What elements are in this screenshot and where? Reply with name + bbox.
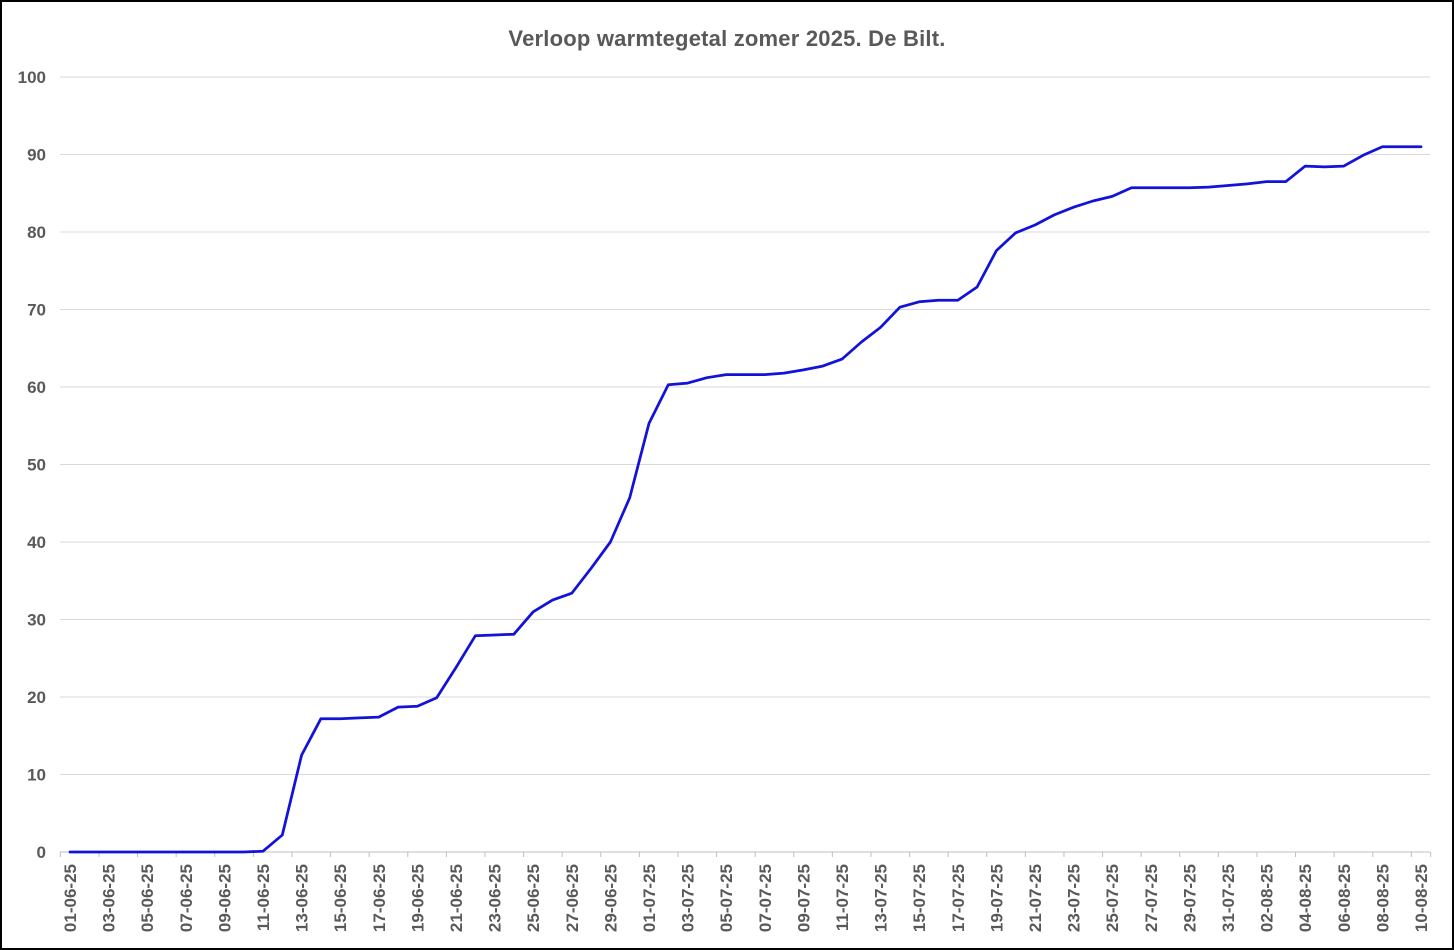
y-axis-tick-label: 60 bbox=[27, 378, 46, 397]
x-axis-tick-label: 07-07-25 bbox=[756, 864, 775, 932]
x-axis-tick-label: 25-07-25 bbox=[1103, 864, 1122, 932]
x-axis-tick-label: 27-07-25 bbox=[1142, 864, 1161, 932]
x-axis-tick-label: 05-07-25 bbox=[717, 864, 736, 932]
x-axis-tick-label: 15-06-25 bbox=[331, 864, 350, 932]
x-axis-tick-label: 17-06-25 bbox=[370, 864, 389, 932]
x-axis-tick-label: 05-06-25 bbox=[138, 864, 157, 932]
x-axis-tick-label: 03-07-25 bbox=[679, 864, 698, 932]
x-axis-tick-label: 06-08-25 bbox=[1335, 864, 1354, 932]
x-axis-tick-label: 13-07-25 bbox=[872, 864, 891, 932]
x-axis-tick-label: 11-06-25 bbox=[254, 864, 273, 931]
x-axis-tick-label: 29-06-25 bbox=[601, 864, 620, 932]
x-axis-tick-label: 21-07-25 bbox=[1026, 864, 1045, 932]
x-axis-tick-label: 13-06-25 bbox=[293, 864, 312, 932]
x-axis-tick-label: 25-06-25 bbox=[524, 864, 543, 932]
x-axis-tick-label: 03-06-25 bbox=[100, 864, 119, 932]
y-axis-tick-label: 10 bbox=[27, 766, 46, 785]
y-axis-tick-label: 30 bbox=[27, 611, 46, 630]
x-axis-tick-label: 01-07-25 bbox=[640, 864, 659, 932]
x-axis-tick-label: 19-06-25 bbox=[408, 864, 427, 932]
x-axis-tick-label: 09-07-25 bbox=[794, 864, 813, 932]
data-series-line bbox=[68, 145, 1423, 854]
chart-title: Verloop warmtegetal zomer 2025. De Bilt. bbox=[508, 26, 946, 51]
y-axis-tick-label: 0 bbox=[37, 843, 46, 862]
x-axis-tick-label: 02-08-25 bbox=[1258, 864, 1277, 932]
x-axis-tick-label: 31-07-25 bbox=[1219, 864, 1238, 932]
y-axis-tick-label: 40 bbox=[27, 533, 46, 552]
x-axis-tick-label: 09-06-25 bbox=[215, 864, 234, 932]
x-axis-tick-label: 23-06-25 bbox=[486, 864, 505, 932]
x-axis-tick-label: 08-08-25 bbox=[1373, 864, 1392, 932]
x-axis-tick-label: 17-07-25 bbox=[949, 864, 968, 932]
x-axis-tick-label: 21-06-25 bbox=[447, 864, 466, 932]
x-axis-tick-label: 04-08-25 bbox=[1296, 864, 1315, 932]
x-axis-tick-label: 11-07-25 bbox=[833, 864, 852, 931]
y-axis-tick-label: 70 bbox=[27, 301, 46, 320]
y-axis-tick-label: 90 bbox=[27, 146, 46, 165]
x-axis-tick-label: 10-08-25 bbox=[1412, 864, 1431, 932]
x-axis-tick-label: 19-07-25 bbox=[987, 864, 1006, 932]
x-axis-tick-label: 15-07-25 bbox=[910, 864, 929, 932]
y-axis-tick-label: 20 bbox=[27, 688, 46, 707]
x-axis-tick-label: 07-06-25 bbox=[177, 864, 196, 932]
x-axis-tick-label: 01-06-25 bbox=[61, 864, 80, 932]
y-axis-tick-label: 50 bbox=[27, 456, 46, 475]
y-axis-tick-label: 100 bbox=[18, 68, 46, 87]
y-axis-tick-label: 80 bbox=[27, 223, 46, 242]
x-axis-tick-label: 23-07-25 bbox=[1065, 864, 1084, 932]
x-axis-tick-label: 27-06-25 bbox=[563, 864, 582, 932]
x-axis-tick-label: 29-07-25 bbox=[1180, 864, 1199, 932]
